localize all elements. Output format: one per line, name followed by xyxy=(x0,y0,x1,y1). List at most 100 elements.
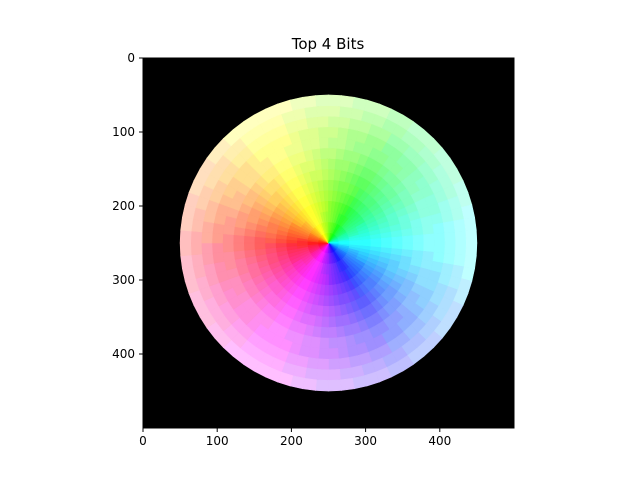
wheel-cell xyxy=(317,358,329,371)
wheel-cell xyxy=(411,226,424,236)
wheel-cell xyxy=(328,358,340,371)
wheel-cell xyxy=(311,147,322,161)
wheel-cell xyxy=(423,242,435,253)
wheel-cell xyxy=(319,147,329,160)
wheel-cell xyxy=(338,357,351,370)
wheel-cell xyxy=(318,337,329,350)
wheel-cell xyxy=(200,231,213,244)
wheel-cell xyxy=(318,136,329,149)
wheel-cell xyxy=(319,326,329,339)
wheel-cell xyxy=(328,316,337,328)
wheel-cell xyxy=(323,189,329,202)
wheel-cell xyxy=(337,346,350,360)
wheel-cell xyxy=(222,250,235,262)
wheel-cell xyxy=(328,347,339,360)
wheel-cell xyxy=(335,325,346,339)
wheel-cell xyxy=(391,236,404,244)
wheel-cell xyxy=(318,126,329,139)
wheel-cell xyxy=(190,230,203,244)
wheel-cell xyxy=(243,242,255,251)
plot-area xyxy=(142,57,515,429)
wheel-cell xyxy=(453,253,467,268)
wheel-cell xyxy=(328,94,342,107)
y-tick-label: 100 xyxy=(112,125,135,139)
wheel-cell xyxy=(201,252,215,266)
wheel-cell xyxy=(232,234,245,244)
wheel-cell xyxy=(211,242,224,254)
wheel-cell xyxy=(328,326,338,339)
wheel-cell xyxy=(316,105,329,117)
y-tick-label: 200 xyxy=(112,199,135,213)
y-axis: 0 100 200 300 400 xyxy=(112,51,143,361)
wheel-cell xyxy=(309,137,321,150)
wheel-cell xyxy=(380,237,393,244)
wheel-cell xyxy=(306,116,319,129)
wheel-cell xyxy=(304,105,318,119)
wheel-cell xyxy=(328,305,336,318)
wheel-cell xyxy=(328,369,341,381)
wheel-cell xyxy=(340,95,355,108)
wheel-cell xyxy=(190,253,204,268)
wheel-cell xyxy=(321,168,329,181)
x-tick-label: 0 xyxy=(139,434,147,448)
wheel-cell xyxy=(275,242,287,248)
wheel-cell xyxy=(315,94,329,107)
wheel-cell xyxy=(328,337,339,350)
wheel-cell xyxy=(412,234,425,244)
wheel-cell xyxy=(222,242,234,253)
wheel-cell xyxy=(328,136,339,149)
wheel-cell xyxy=(320,316,329,328)
y-tick-label: 400 xyxy=(112,347,135,361)
y-tick-label: 300 xyxy=(112,273,135,287)
chart-title: Top 4 Bits xyxy=(291,35,365,53)
wheel-cell xyxy=(463,254,477,270)
wheel-cell xyxy=(190,218,204,233)
wheel-cell xyxy=(336,336,348,349)
y-tick-label: 0 xyxy=(127,51,135,65)
wheel-cell xyxy=(212,251,225,264)
wheel-cell xyxy=(200,242,213,255)
wheel-cell xyxy=(232,242,245,252)
wheel-cell xyxy=(324,200,329,212)
wheel-cell xyxy=(179,242,192,257)
wheel-cell xyxy=(328,115,340,128)
wheel-cell xyxy=(302,95,317,108)
wheel-cell xyxy=(402,235,414,244)
wheel-cell xyxy=(339,105,353,119)
wheel-cell xyxy=(401,227,414,237)
wheel-cell xyxy=(454,230,467,244)
wheel-cell xyxy=(370,238,382,244)
wheel-cell xyxy=(304,367,318,381)
wheel-cell xyxy=(328,379,342,392)
wheel-cell xyxy=(233,250,246,260)
wheel-cell xyxy=(285,242,298,248)
wheel-cell xyxy=(180,254,194,270)
wheel-cell xyxy=(444,231,457,244)
wheel-cell xyxy=(422,224,435,236)
x-axis: 0 100 200 300 400 xyxy=(139,428,451,448)
wheel-cell xyxy=(340,378,355,391)
wheel-cell xyxy=(334,315,344,328)
wheel-cell xyxy=(328,284,334,297)
wheel-cell xyxy=(412,242,425,252)
wheel-cell xyxy=(328,274,333,286)
wheel-cell xyxy=(243,249,256,259)
wheel-cell xyxy=(313,158,323,171)
wheel-cell xyxy=(328,126,339,139)
wheel-cell xyxy=(318,347,329,360)
wheel-cell xyxy=(302,378,317,391)
wheel-cell xyxy=(222,233,234,244)
wheel-cell xyxy=(465,229,478,244)
x-tick-label: 400 xyxy=(428,434,451,448)
wheel-cell xyxy=(243,235,255,244)
wheel-cell xyxy=(328,158,337,170)
wheel-cell xyxy=(316,369,329,381)
wheel-cell xyxy=(423,233,435,244)
wheel-cell xyxy=(317,115,329,128)
wheel-cell xyxy=(433,232,446,244)
wheel-cell xyxy=(180,216,194,232)
wheel-cell xyxy=(328,147,338,160)
wheel-cell xyxy=(211,232,224,244)
wheel-cell xyxy=(433,242,446,254)
